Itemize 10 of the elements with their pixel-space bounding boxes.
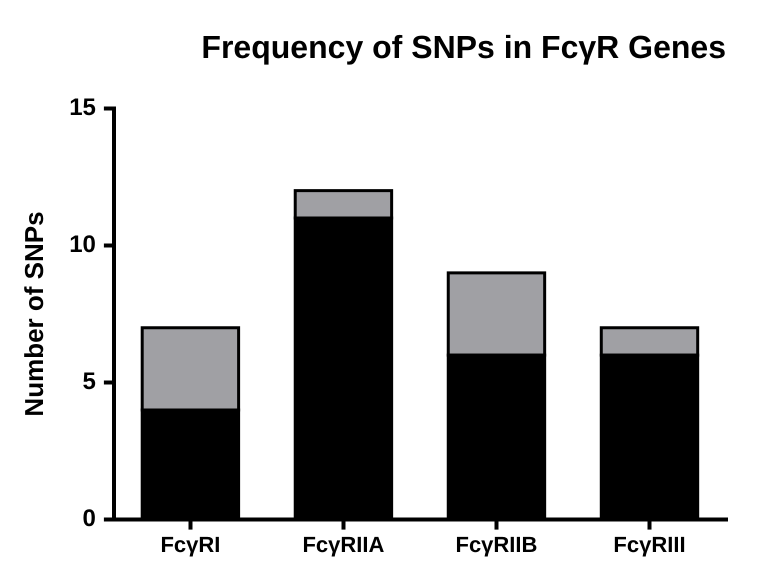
x-tick-label: FcγRIII [613, 532, 686, 557]
y-tick-label: 10 [69, 231, 96, 258]
chart-title: Frequency of SNPs in FcγR Genes [201, 29, 726, 66]
y-tick-label: 0 [82, 505, 96, 532]
x-tick-label: FcγRIIB [456, 532, 538, 557]
x-tick-label: FcγRIIA [302, 532, 384, 557]
y-tick-label: 15 [69, 94, 96, 122]
y-axis-title: Number of SNPs [18, 211, 49, 417]
x-tick-label: FcγRI [160, 532, 220, 557]
y-tick-label: 5 [82, 368, 96, 396]
